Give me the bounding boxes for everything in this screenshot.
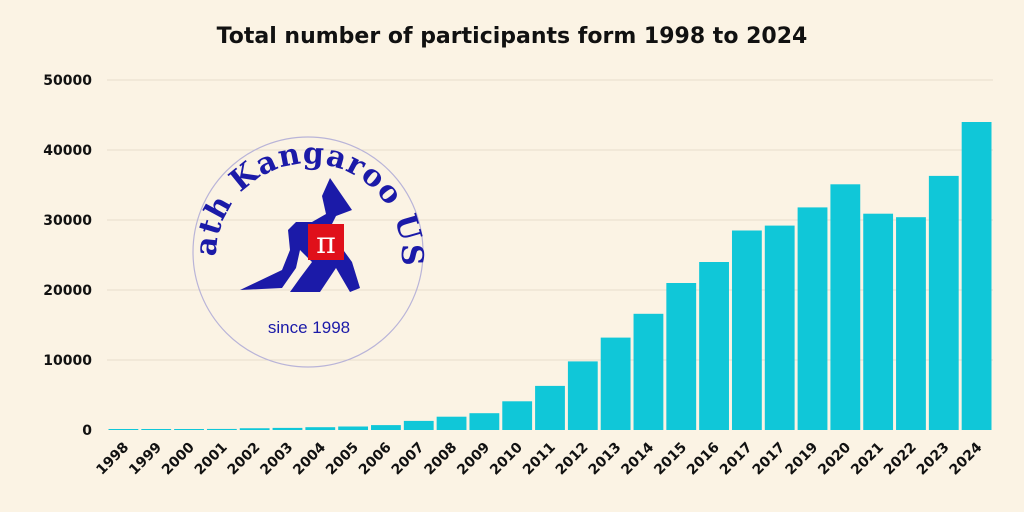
x-tick-label: 2016 <box>684 440 723 479</box>
y-axis: 0 10000 20000 30000 40000 50000 <box>43 73 92 439</box>
x-tick-label: 2020 <box>815 439 854 478</box>
bar-1999 <box>141 429 172 430</box>
bars <box>108 122 992 430</box>
bar-2012 <box>567 361 598 430</box>
x-tick-label: 2021 <box>848 440 887 479</box>
bar-2021 <box>863 213 894 430</box>
x-tick-label: 2012 <box>553 440 592 479</box>
bar-2005 <box>338 426 369 430</box>
pi-icon-box <box>308 224 344 260</box>
bar-2013 <box>600 337 631 430</box>
bar-2015 <box>666 283 697 430</box>
logo-circle <box>192 136 424 368</box>
bar-2022 <box>896 217 926 430</box>
bar-2009 <box>469 413 500 430</box>
bar-2011 <box>535 385 565 430</box>
y-tick-label: 40000 <box>43 143 92 159</box>
y-tick-label: 50000 <box>43 73 92 89</box>
bar-2004 <box>305 427 336 430</box>
bar-2024 <box>961 122 992 430</box>
x-tick-label: 2019 <box>782 440 821 479</box>
x-tick-label: 2002 <box>225 440 264 479</box>
x-tick-label: 1999 <box>126 440 165 479</box>
x-tick-label: 2006 <box>356 440 395 479</box>
math-kangaroo-logo: Math Kangaroo USA π since 1998 <box>0 0 428 368</box>
bar-2014 <box>633 313 664 430</box>
pi-icon: π <box>316 226 336 261</box>
x-tick-label: 2024 <box>947 439 986 478</box>
bar-1998 <box>108 429 139 430</box>
bar-2017 <box>764 225 795 430</box>
x-tick-label: 2009 <box>454 440 493 479</box>
y-tick-label: 30000 <box>43 213 92 229</box>
x-tick-label: 1998 <box>93 440 132 479</box>
bar-2007 <box>403 420 434 430</box>
x-tick-label: 2023 <box>914 440 953 479</box>
x-tick-label: 2001 <box>192 440 231 479</box>
bar-2017 <box>731 230 762 430</box>
chart-title: Total number of participants form 1998 t… <box>216 24 808 49</box>
x-tick-label: 2017 <box>717 440 756 479</box>
bar-2019 <box>797 207 828 430</box>
bar-2020 <box>830 184 861 430</box>
bar-2003 <box>272 427 303 430</box>
logo-since-text: since 1998 <box>268 318 350 337</box>
x-tick-label: 2011 <box>520 440 559 479</box>
bar-2008 <box>436 416 467 430</box>
bar-2016 <box>699 262 729 430</box>
y-tick-label: 20000 <box>43 283 92 299</box>
x-tick-label: 2004 <box>290 439 329 478</box>
bar-2002 <box>239 428 270 430</box>
x-tick-label: 2022 <box>881 440 920 479</box>
bar-2023 <box>928 175 959 430</box>
bar-2006 <box>371 425 401 430</box>
x-axis: 1998199920002001200220032004200520062007… <box>93 439 985 478</box>
x-tick-label: 2003 <box>257 440 296 479</box>
bar-2010 <box>502 401 533 430</box>
x-tick-label: 2000 <box>159 439 198 478</box>
y-tick-label: 0 <box>82 423 92 439</box>
x-tick-label: 2005 <box>323 440 362 479</box>
x-tick-label: 2013 <box>586 440 625 479</box>
kangaroo-icon <box>240 178 360 292</box>
bar-2001 <box>206 428 237 430</box>
x-tick-label: 2010 <box>487 439 526 478</box>
x-tick-label: 2008 <box>422 440 461 479</box>
bar-2000 <box>174 429 204 430</box>
y-tick-label: 10000 <box>43 353 92 369</box>
x-tick-label: 2015 <box>651 440 690 479</box>
x-tick-label: 2017 <box>750 440 789 479</box>
x-tick-label: 2007 <box>389 440 428 479</box>
x-tick-label: 2014 <box>618 439 657 478</box>
